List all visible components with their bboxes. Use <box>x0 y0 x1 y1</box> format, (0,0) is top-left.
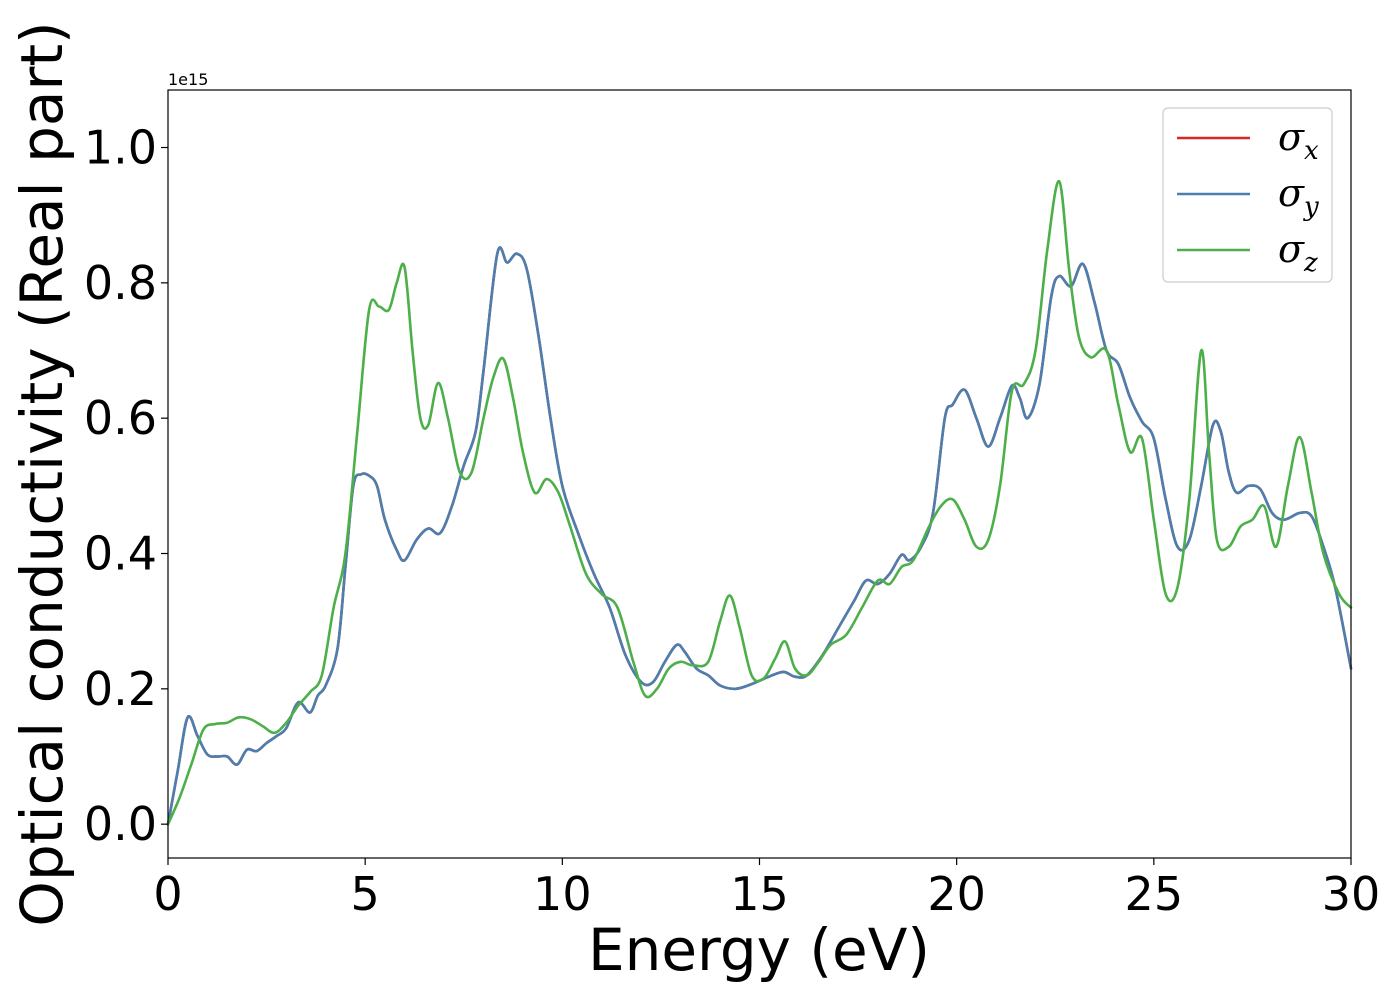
y-axis-title: Optical conductivity (Real part) <box>8 21 76 926</box>
y-offset-label: 1e15 <box>168 70 208 89</box>
y-tick-label: 0.4 <box>84 527 157 581</box>
x-tick-label: 5 <box>351 867 380 921</box>
x-tick-label: 20 <box>927 867 986 921</box>
x-tick-label: 25 <box>1125 867 1184 921</box>
y-tick-label: 0.8 <box>84 256 157 310</box>
x-tick-label: 0 <box>153 867 182 921</box>
x-axis-ticks: 0 5 10 15 20 25 30 <box>153 858 1380 921</box>
series-line-y <box>166 246 1353 826</box>
y-tick-label: 0.6 <box>84 391 157 445</box>
y-tick-label: 0.2 <box>84 662 157 716</box>
x-tick-label: 15 <box>730 867 789 921</box>
series-line-z <box>166 179 1353 826</box>
plot-lines <box>166 179 1353 826</box>
x-tick-label: 10 <box>533 867 592 921</box>
legend-label-x: σx <box>1278 115 1319 166</box>
legend-label-z: σz <box>1278 227 1318 278</box>
legend-label-y: σy <box>1278 171 1319 222</box>
y-tick-label: 1.0 <box>84 121 157 175</box>
y-axis-ticks: 0.0 0.2 0.4 0.6 0.8 1.0 <box>84 121 168 851</box>
x-tick-label: 30 <box>1322 867 1381 921</box>
y-tick-label: 0.0 <box>84 797 157 851</box>
x-axis-title: Energy (eV) <box>588 916 930 984</box>
